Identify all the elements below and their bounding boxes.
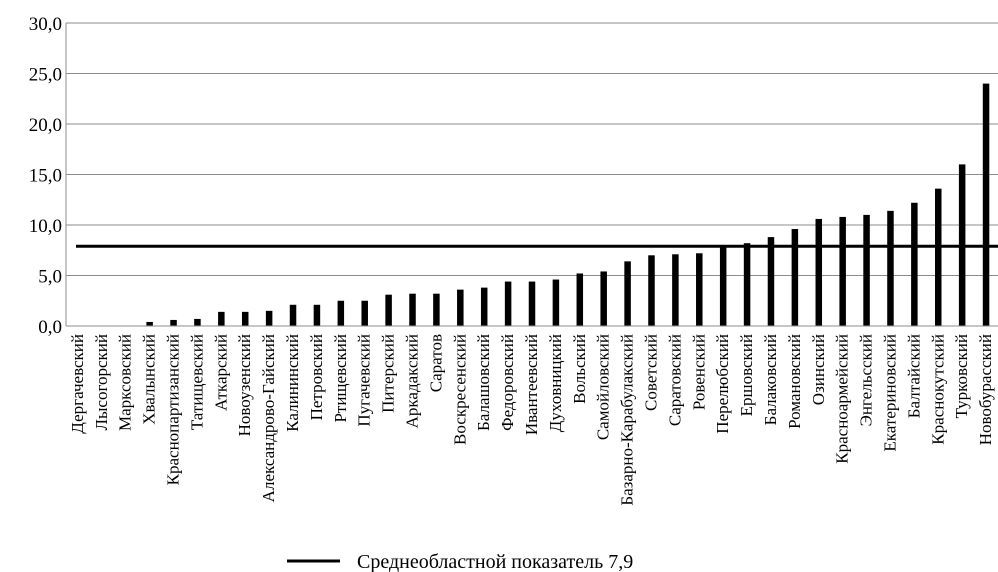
x-category-label: Александрово-Гайский	[259, 334, 278, 502]
bar	[480, 287, 488, 326]
bar	[241, 311, 249, 326]
bar	[170, 319, 177, 326]
bar	[791, 229, 799, 326]
x-category-label: Краснокутский	[928, 334, 947, 445]
bar	[504, 281, 512, 326]
x-category-label: Дергачевский	[68, 334, 87, 434]
legend: Среднеобластной показатель 7,9	[287, 551, 633, 572]
y-tick-label: 5,0	[38, 267, 62, 288]
x-category-label: Татищевский	[187, 334, 206, 430]
bar	[672, 254, 679, 326]
bar	[982, 83, 990, 326]
bars	[146, 83, 990, 326]
x-axis-category-labels: Дергачевский Лысогорский Марксовский Хвалын…	[68, 334, 995, 506]
x-category-label: Балтайский	[904, 334, 923, 418]
x-category-label: Энгельсский	[857, 334, 876, 426]
x-category-label: Романовский	[785, 334, 804, 429]
x-category-label: Питерский	[379, 334, 398, 413]
x-category-label: Федоровский	[498, 334, 517, 431]
x-category-label: Самойловский	[594, 334, 613, 440]
bar	[743, 243, 751, 326]
x-category-label: Краснопартизанский	[164, 334, 183, 485]
bar	[337, 300, 345, 326]
x-category-label: Хвалынский	[140, 334, 159, 425]
x-category-label: Калининский	[283, 334, 302, 432]
bar	[194, 318, 201, 326]
x-category-label: Петровский	[307, 334, 326, 420]
bar	[815, 218, 823, 326]
bar	[385, 294, 392, 326]
x-category-label: Перелюбский	[713, 334, 732, 434]
bar	[648, 255, 655, 326]
bar	[146, 321, 153, 326]
x-category-label: Озинский	[809, 334, 828, 405]
x-category-label: Базарно-Карабулакский	[618, 334, 637, 506]
x-category-label: Советский	[641, 334, 660, 411]
bar	[433, 293, 440, 326]
bar	[839, 216, 846, 326]
y-tick-label: 0,0	[38, 317, 62, 338]
bar	[887, 210, 894, 326]
x-category-label: Марксовский	[116, 334, 135, 431]
x-category-label: Аркадакский	[403, 334, 422, 428]
x-category-label: Пугачевский	[355, 334, 374, 427]
bar	[935, 188, 942, 326]
bar	[719, 246, 727, 326]
bar	[528, 281, 536, 326]
x-category-label: Саратовский	[665, 334, 684, 426]
bar	[218, 311, 225, 326]
y-tick-label: 20,0	[29, 115, 62, 136]
bar	[265, 310, 273, 326]
x-category-label: Ивантеевский	[522, 334, 541, 435]
bar	[409, 293, 416, 326]
bar	[911, 202, 918, 326]
x-category-label: Духовницкий	[546, 334, 565, 432]
x-category-label: Екатериновский	[880, 334, 899, 452]
y-tick-label: 25,0	[29, 65, 62, 86]
x-category-label: Турковский	[952, 334, 971, 418]
x-category-label: Саратов	[426, 334, 445, 392]
x-category-label: Вольский	[570, 334, 589, 404]
x-category-label: Ртищевский	[331, 334, 350, 423]
x-category-label: Балаковский	[761, 334, 780, 425]
bar	[600, 271, 607, 326]
x-category-label: Ершовский	[737, 334, 756, 416]
bar	[313, 304, 321, 326]
y-axis-tick-labels: 0,0 5,0 10,0 15,0 20,0 25,0 30,0	[29, 14, 62, 338]
legend-label: Среднеобластной показатель 7,9	[357, 551, 633, 572]
x-category-label: Воскресенский	[450, 334, 469, 445]
y-tick-label: 15,0	[29, 166, 62, 187]
y-tick-label: 30,0	[29, 14, 62, 35]
x-category-label: Балашовский	[474, 334, 493, 431]
bar	[552, 279, 560, 326]
x-category-label: Красноармейский	[833, 334, 852, 464]
x-category-label: Новобурасский	[976, 334, 995, 445]
gridlines	[66, 22, 998, 276]
bar	[863, 214, 870, 326]
bar	[289, 304, 297, 326]
bar	[361, 300, 368, 326]
bar	[457, 289, 464, 326]
bar	[576, 273, 584, 326]
x-category-label: Лысогорский	[92, 334, 111, 431]
bar	[696, 253, 703, 326]
y-tick-label: 10,0	[29, 216, 62, 237]
x-category-label: Ровенский	[689, 334, 708, 410]
bar	[767, 237, 775, 326]
x-category-label: Новоузенский	[235, 334, 254, 436]
x-category-label: Аткарский	[211, 334, 230, 411]
bar	[624, 261, 631, 326]
